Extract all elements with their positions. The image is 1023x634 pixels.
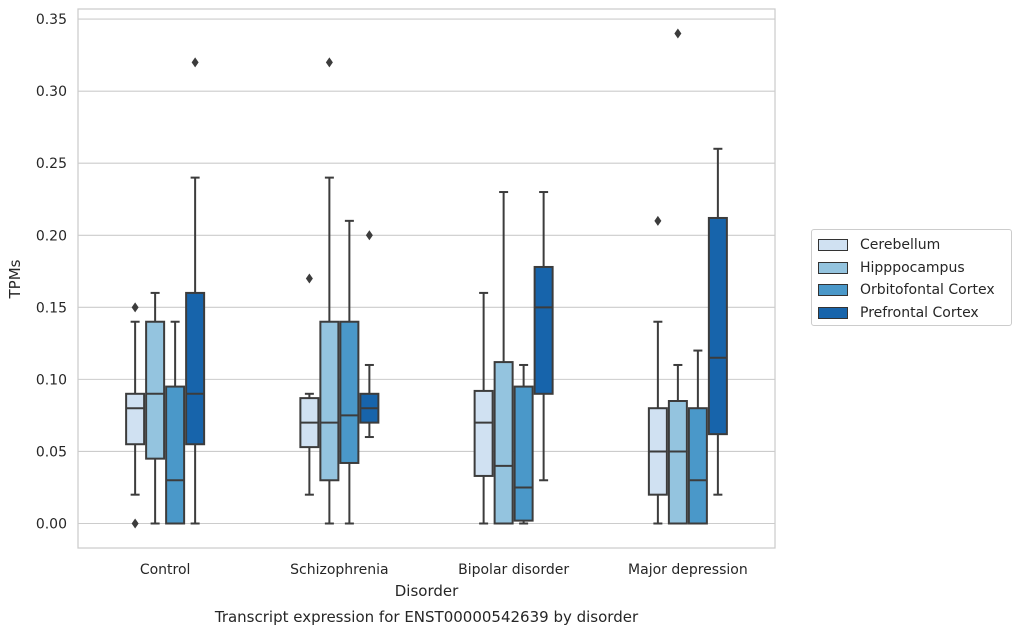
outlier-point bbox=[654, 215, 662, 226]
outlier-point bbox=[674, 28, 682, 39]
legend-swatch-cerebellum bbox=[818, 239, 848, 251]
legend-swatch-prefrontal-cortex bbox=[818, 307, 848, 319]
outlier-point bbox=[131, 518, 139, 529]
y-tick-label: 0.10 bbox=[36, 372, 67, 388]
box-group bbox=[533, 191, 554, 482]
box-marks bbox=[125, 28, 728, 529]
y-tick-label: 0.00 bbox=[36, 517, 67, 533]
box-group bbox=[125, 302, 146, 529]
legend-label-cerebellum: Cerebellum bbox=[860, 237, 941, 253]
legend-swatch-hippocampus bbox=[818, 262, 848, 274]
box-group bbox=[667, 28, 688, 525]
x-axis-label: Disorder bbox=[395, 582, 459, 600]
box-group bbox=[687, 349, 708, 525]
box-iqr bbox=[185, 291, 206, 446]
x-tick-labels: Control Schizophrenia Bipolar disorder Majo… bbox=[140, 562, 748, 578]
x-tick-label: Bipolar disorder bbox=[458, 562, 569, 578]
box-iqr bbox=[667, 400, 688, 525]
legend-label-orbitofrontal-cortex: Orbitofontal Cortex bbox=[860, 282, 995, 298]
box-group bbox=[185, 57, 206, 525]
box-iqr bbox=[125, 392, 146, 446]
y-tick-label: 0.15 bbox=[36, 300, 67, 316]
box-iqr bbox=[145, 320, 166, 460]
box-group bbox=[165, 320, 186, 525]
box-group bbox=[339, 219, 360, 525]
box-group bbox=[493, 191, 514, 525]
box-group bbox=[299, 273, 320, 496]
box-iqr bbox=[513, 385, 534, 522]
box-group bbox=[647, 215, 668, 525]
box-iqr bbox=[473, 389, 494, 477]
x-tick-label: Schizophrenia bbox=[290, 562, 388, 578]
y-tick-label: 0.05 bbox=[36, 444, 67, 460]
legend-item-orbitofrontal-cortex: Orbitofontal Cortex bbox=[818, 280, 995, 300]
outlier-point bbox=[305, 273, 313, 284]
plot-frame bbox=[77, 8, 776, 549]
y-axis-label: TPMs bbox=[6, 259, 24, 299]
box-group bbox=[359, 230, 380, 439]
legend-item-hippocampus: Hipppocampus bbox=[818, 258, 965, 278]
chart-title: Transcript expression for ENST0000054263… bbox=[214, 608, 639, 626]
box-iqr bbox=[687, 407, 708, 525]
y-tick-label: 0.35 bbox=[36, 12, 67, 28]
box-iqr bbox=[707, 216, 728, 436]
box-iqr bbox=[339, 320, 360, 464]
legend-label-prefrontal-cortex: Prefrontal Cortex bbox=[860, 305, 979, 321]
y-tick-label: 0.25 bbox=[36, 156, 67, 172]
box-group bbox=[513, 363, 534, 525]
box-iqr bbox=[493, 361, 514, 525]
x-tick-label: Major depression bbox=[628, 562, 748, 578]
box-group bbox=[473, 291, 494, 525]
outlier-point bbox=[131, 302, 139, 313]
x-tick-label: Control bbox=[140, 562, 191, 578]
box-iqr bbox=[165, 385, 186, 525]
outlier-point bbox=[365, 230, 373, 241]
legend-label-hippocampus: Hipppocampus bbox=[860, 260, 965, 276]
outlier-point bbox=[191, 57, 199, 68]
legend-item-prefrontal-cortex: Prefrontal Cortex bbox=[818, 303, 979, 323]
box-group bbox=[145, 291, 166, 525]
box-iqr bbox=[533, 265, 554, 395]
box-iqr bbox=[319, 320, 340, 482]
legend-swatch-orbitofrontal-cortex bbox=[818, 284, 848, 296]
box-group bbox=[319, 57, 340, 525]
box-group bbox=[707, 147, 728, 496]
legend-item-cerebellum: Cerebellum bbox=[818, 235, 940, 255]
y-tick-label: 0.20 bbox=[36, 228, 67, 244]
outlier-point bbox=[325, 57, 333, 68]
legend: Cerebellum Hipppocampus Orbitofontal Cor… bbox=[811, 229, 1012, 326]
y-tick-labels: 0.00 0.05 0.10 0.15 0.20 0.25 0.30 0.35 bbox=[36, 12, 67, 532]
y-tick-label: 0.30 bbox=[36, 84, 67, 100]
